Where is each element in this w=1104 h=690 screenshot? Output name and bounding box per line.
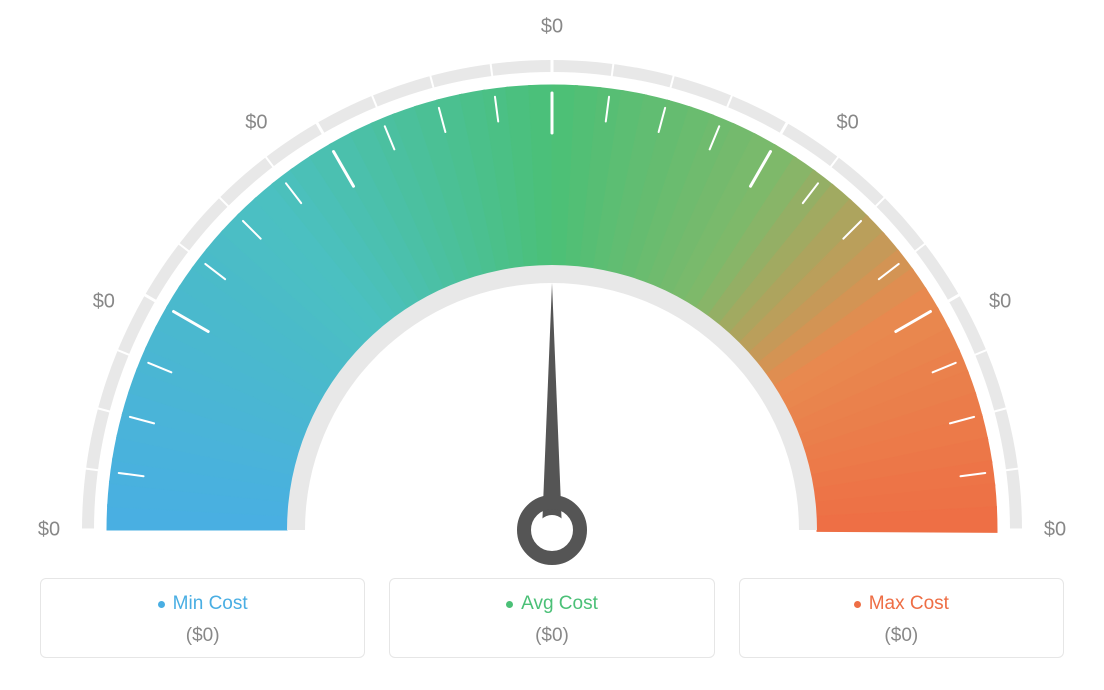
gauge-svg (0, 0, 1104, 570)
gauge-area: $0 $0 $0 $0 $0 $0 $0 (0, 0, 1104, 570)
dot-icon (854, 601, 861, 608)
dot-icon (158, 601, 165, 608)
legend-label: Avg Cost (521, 593, 598, 615)
chart-container: $0 $0 $0 $0 $0 $0 $0 Min Cost ($0) Avg Cost ($… (0, 0, 1104, 690)
legend-title-max: Max Cost (854, 593, 949, 615)
legend-label: Max Cost (869, 593, 949, 615)
legend-row: Min Cost ($0) Avg Cost ($0) Max Cost ($0… (0, 578, 1104, 658)
legend-card-avg: Avg Cost ($0) (389, 578, 714, 658)
gauge-price-label: $0 (837, 112, 859, 135)
legend-value: ($0) (398, 625, 705, 647)
legend-title-min: Min Cost (158, 593, 248, 615)
legend-title-avg: Avg Cost (506, 593, 598, 615)
legend-label: Min Cost (173, 593, 248, 615)
gauge-price-label: $0 (38, 519, 60, 542)
dot-icon (506, 601, 513, 608)
legend-card-min: Min Cost ($0) (40, 578, 365, 658)
gauge-price-label: $0 (989, 290, 1011, 313)
gauge-price-label: $0 (245, 112, 267, 135)
legend-value: ($0) (49, 625, 356, 647)
gauge-price-label: $0 (541, 16, 563, 39)
gauge-price-label: $0 (93, 290, 115, 313)
legend-card-max: Max Cost ($0) (739, 578, 1064, 658)
gauge-price-label: $0 (1044, 519, 1066, 542)
legend-value: ($0) (748, 625, 1055, 647)
